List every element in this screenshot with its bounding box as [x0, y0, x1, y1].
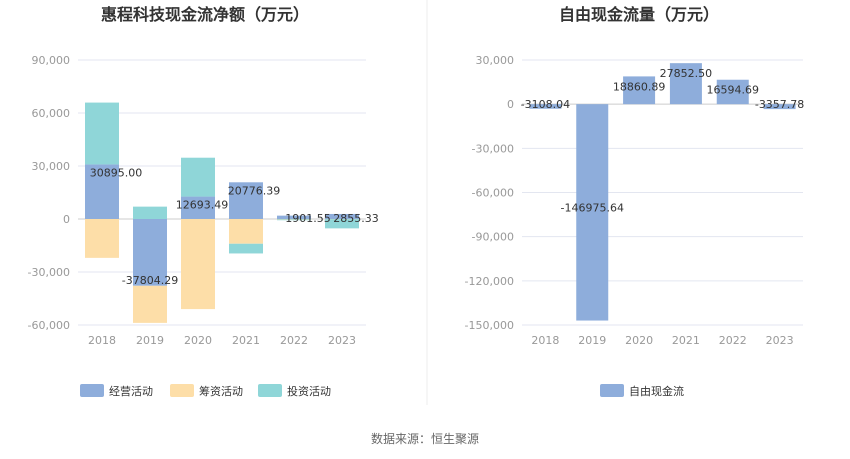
data-label: -3357.78 [755, 98, 804, 111]
bar-自由现金流[interactable] [529, 104, 562, 109]
x-tick-label: 2019 [578, 334, 606, 347]
bar-投资活动[interactable] [181, 157, 215, 197]
chart-title: 惠程科技现金流净额（万元） [101, 5, 309, 24]
y-tick-label: 0 [63, 213, 70, 226]
x-tick-label: 2018 [531, 334, 559, 347]
y-tick-label: -150,000 [465, 319, 514, 332]
y-tick-label: 90,000 [32, 54, 71, 67]
y-tick-label: 30,000 [476, 54, 515, 67]
bar-经营活动[interactable] [277, 215, 311, 219]
x-tick-label: 2023 [766, 334, 794, 347]
legend-swatch[interactable] [600, 384, 624, 397]
data-label: -37804.29 [122, 274, 178, 287]
bar-投资活动[interactable] [133, 206, 167, 219]
legend-label[interactable]: 经营活动 [109, 384, 153, 398]
free-cashflow-chart: 自由现金流量（万元） 30,000 0 -30,000 -60,000 -90,000 -… [465, 5, 805, 398]
bar-自由现金流[interactable] [576, 104, 609, 321]
data-label: 1901.55 [285, 212, 331, 225]
legend-swatch[interactable] [80, 384, 104, 397]
legend: 经营活动 筹资活动 投资活动 [80, 384, 331, 398]
y-axis: 30,000 0 -30,000 -60,000 -90,000 -120,000 -150… [465, 54, 514, 332]
data-label: 2855.33 [333, 212, 379, 225]
x-tick-label: 2022 [280, 334, 308, 347]
data-labels: 30895.00 -37804.29 12693.49 20776.39 1901.55… [90, 166, 379, 286]
chart-title: 自由现金流量（万元） [559, 5, 719, 24]
bar-经营活动[interactable] [181, 196, 215, 219]
data-label: -3108.04 [521, 98, 570, 111]
bar-筹资活动[interactable] [181, 219, 215, 310]
y-tick-label: -30,000 [472, 142, 514, 155]
data-label: 27852.50 [660, 67, 713, 80]
bar-筹资活动[interactable] [133, 285, 167, 323]
y-tick-label: 60,000 [32, 107, 71, 120]
y-tick-label: -30,000 [28, 266, 70, 279]
data-label: 16594.69 [707, 84, 760, 97]
cashflow-net-chart: 惠程科技现金流净额（万元） 90,000 60,000 30,000 0 -30,000… [28, 5, 379, 398]
x-axis: 2018 2019 2020 2021 2022 2023 [88, 334, 356, 347]
x-tick-label: 2020 [184, 334, 212, 347]
x-tick-label: 2018 [88, 334, 116, 347]
x-tick-label: 2023 [328, 334, 356, 347]
y-axis: 90,000 60,000 30,000 0 -30,000 -60,000 [28, 54, 70, 332]
bar-自由现金流[interactable] [623, 76, 656, 105]
bar-筹资活动[interactable] [85, 219, 119, 258]
y-tick-label: 0 [507, 98, 514, 111]
bars [529, 63, 796, 321]
y-grid [522, 59, 803, 326]
legend: 自由现金流 [600, 384, 684, 398]
y-grid [78, 59, 366, 326]
bar-筹资活动[interactable] [277, 219, 311, 220]
data-label: 12693.49 [176, 199, 229, 212]
y-tick-label: -60,000 [472, 187, 514, 200]
x-tick-label: 2021 [672, 334, 700, 347]
bar-投资活动[interactable] [85, 102, 119, 165]
x-tick-label: 2022 [719, 334, 747, 347]
y-tick-label: -60,000 [28, 319, 70, 332]
bar-经营活动[interactable] [133, 219, 167, 286]
legend-label[interactable]: 自由现金流 [629, 384, 684, 398]
legend-swatch[interactable] [258, 384, 282, 397]
data-label: 20776.39 [228, 184, 281, 197]
data-label: -146975.64 [561, 202, 624, 215]
bars [85, 102, 359, 323]
x-axis: 2018 2019 2020 2021 2022 2023 [531, 334, 793, 347]
data-label: 30895.00 [90, 166, 143, 179]
bar-投资活动[interactable] [325, 219, 359, 229]
source-note: 数据来源：恒生聚源 [371, 431, 479, 446]
x-tick-label: 2019 [136, 334, 164, 347]
bar-经营活动[interactable] [229, 182, 263, 219]
x-tick-label: 2021 [232, 334, 260, 347]
legend-label[interactable]: 投资活动 [287, 384, 331, 398]
bar-自由现金流[interactable] [763, 104, 796, 110]
bar-筹资活动[interactable] [229, 219, 263, 244]
data-label: 18860.89 [613, 80, 666, 93]
bar-投资活动[interactable] [277, 219, 311, 221]
bar-经营活动[interactable] [325, 213, 359, 219]
y-tick-label: -90,000 [472, 231, 514, 244]
legend-swatch[interactable] [170, 384, 194, 397]
bar-投资活动[interactable] [229, 243, 263, 254]
y-tick-label: 30,000 [32, 160, 71, 173]
y-tick-label: -120,000 [465, 275, 514, 288]
bar-自由现金流[interactable] [716, 79, 749, 105]
x-tick-label: 2020 [625, 334, 653, 347]
bar-自由现金流[interactable] [669, 63, 702, 105]
bar-经营活动[interactable] [85, 164, 119, 219]
legend-label[interactable]: 筹资活动 [199, 384, 243, 398]
